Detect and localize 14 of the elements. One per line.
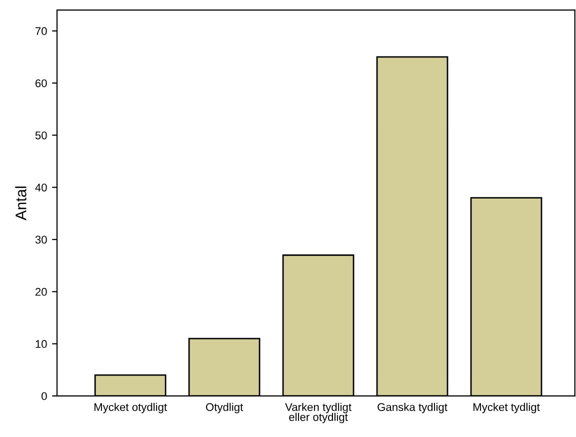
y-tick-label: 40	[35, 184, 47, 192]
y-tick-label: 10	[36, 340, 47, 348]
x-tick-label: Mycket otydligt	[94, 402, 167, 414]
y-tick-label: 0	[42, 392, 47, 400]
y-tick-label: 50	[35, 131, 47, 140]
y-axis-title: Antal	[15, 186, 26, 220]
x-tick-label: Mycket tydligt	[474, 402, 540, 414]
y-tick-label: 30	[35, 236, 47, 244]
y-tick-label: 70	[36, 27, 47, 36]
x-tick-label: Otydligt	[206, 402, 244, 414]
x-tick-label: Ganska tydligt	[378, 402, 448, 414]
y-tick-label: 20	[36, 288, 47, 296]
y-tick-label: 60	[36, 79, 47, 88]
x-tick-label: Varken tydligt eller otydligt	[285, 402, 352, 424]
